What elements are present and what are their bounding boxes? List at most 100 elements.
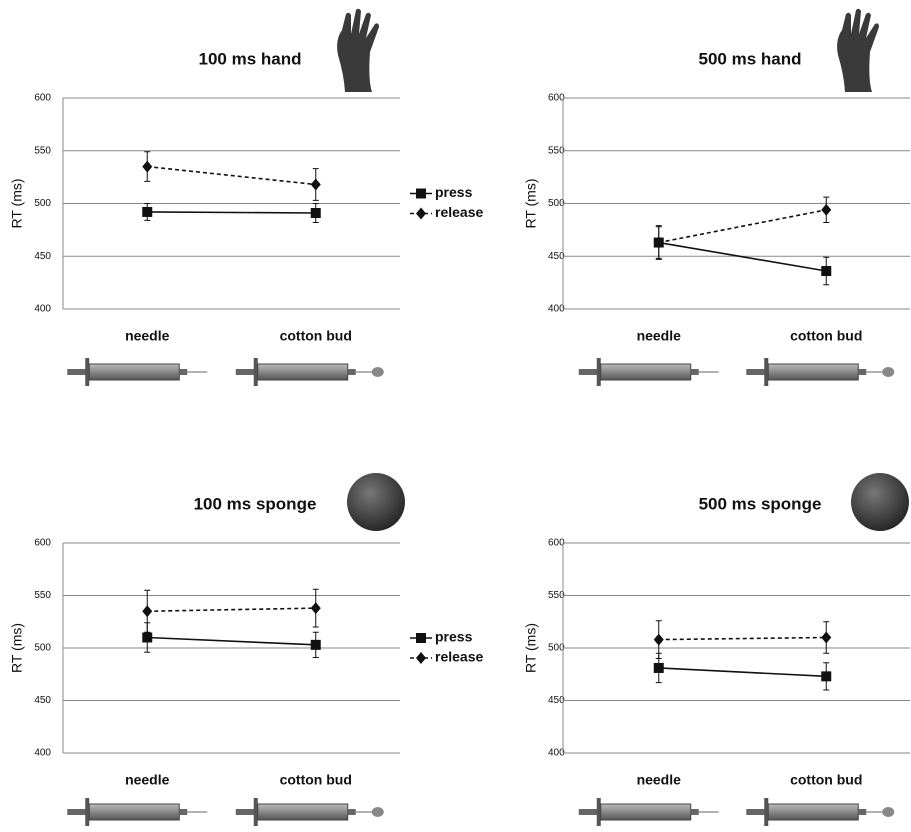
y-axis-label: RT (ms) bbox=[9, 623, 25, 673]
sponge-icon bbox=[347, 473, 405, 531]
marker bbox=[821, 632, 831, 644]
legend-label: release bbox=[435, 204, 483, 220]
syringe-plunger bbox=[67, 809, 87, 815]
x-tick-label: cotton bud bbox=[280, 772, 352, 788]
series-line bbox=[659, 638, 827, 640]
series-line bbox=[147, 167, 316, 185]
syringe-tip bbox=[348, 809, 356, 815]
syringe-bud bbox=[372, 807, 384, 817]
series bbox=[654, 621, 832, 659]
series bbox=[142, 152, 321, 201]
series bbox=[654, 653, 832, 690]
syringe-bud bbox=[882, 367, 894, 377]
y-tick-label: 500 bbox=[34, 643, 51, 654]
series-line bbox=[147, 638, 316, 645]
series-line bbox=[147, 608, 316, 611]
syringe-icon bbox=[236, 798, 384, 826]
series bbox=[654, 197, 832, 258]
syringe-flange bbox=[254, 358, 258, 386]
series-line bbox=[659, 210, 827, 243]
marker bbox=[142, 633, 152, 643]
syringe-icon bbox=[579, 798, 719, 826]
series-line bbox=[659, 243, 827, 271]
series bbox=[142, 204, 321, 223]
chart-title: 500 ms sponge bbox=[699, 494, 822, 513]
syringe-plunger bbox=[746, 809, 766, 815]
marker bbox=[416, 633, 426, 643]
hand-icon bbox=[337, 9, 379, 92]
y-tick-label: 400 bbox=[34, 748, 51, 759]
marker bbox=[311, 640, 321, 650]
syringe-plunger bbox=[236, 809, 256, 815]
x-tick-label: needle bbox=[637, 772, 682, 788]
syringe-icon bbox=[236, 358, 384, 386]
syringe-tip bbox=[858, 809, 866, 815]
y-tick-label: 600 bbox=[34, 93, 51, 104]
syringe-tip bbox=[858, 369, 866, 375]
marker bbox=[654, 634, 664, 646]
series bbox=[654, 226, 832, 285]
y-tick-label: 600 bbox=[34, 538, 51, 549]
sponge-icon bbox=[851, 473, 909, 531]
y-tick-label: 550 bbox=[34, 145, 51, 156]
syringe-barrel bbox=[768, 804, 858, 820]
syringe-flange bbox=[764, 358, 768, 386]
syringe-tip bbox=[691, 809, 699, 815]
syringe-icon bbox=[579, 358, 719, 386]
x-tick-label: cotton bud bbox=[790, 328, 862, 344]
x-tick-label: cotton bud bbox=[280, 328, 352, 344]
syringe-plunger bbox=[746, 369, 766, 375]
marker bbox=[416, 189, 426, 199]
y-axis-label: RT (ms) bbox=[9, 178, 25, 228]
marker bbox=[311, 602, 321, 614]
syringe-barrel bbox=[601, 364, 691, 380]
x-tick-label: needle bbox=[125, 772, 170, 788]
x-tick-label: cotton bud bbox=[790, 772, 862, 788]
marker bbox=[821, 266, 831, 276]
syringe-flange bbox=[597, 358, 601, 386]
syringe-bud bbox=[372, 367, 384, 377]
series bbox=[142, 623, 321, 658]
marker bbox=[821, 671, 831, 681]
marker bbox=[142, 161, 152, 173]
syringe-tip bbox=[348, 369, 356, 375]
syringe-plunger bbox=[579, 369, 599, 375]
syringe-plunger bbox=[579, 809, 599, 815]
syringe-bud bbox=[882, 807, 894, 817]
syringe-flange bbox=[85, 798, 89, 826]
chart-title: 500 ms hand bbox=[699, 49, 802, 68]
y-axis-label: RT (ms) bbox=[523, 623, 539, 673]
chart-title: 100 ms sponge bbox=[194, 494, 317, 513]
syringe-barrel bbox=[258, 364, 348, 380]
syringe-flange bbox=[85, 358, 89, 386]
y-tick-label: 450 bbox=[34, 251, 51, 262]
marker bbox=[416, 208, 426, 220]
syringe-tip bbox=[179, 809, 187, 815]
marker bbox=[142, 605, 152, 617]
chart-title: 100 ms hand bbox=[199, 49, 302, 68]
x-tick-label: needle bbox=[637, 328, 682, 344]
syringe-flange bbox=[764, 798, 768, 826]
series-line bbox=[147, 212, 316, 213]
syringe-barrel bbox=[601, 804, 691, 820]
x-tick-label: needle bbox=[125, 328, 170, 344]
marker bbox=[142, 207, 152, 217]
syringe-tip bbox=[179, 369, 187, 375]
legend-label: press bbox=[435, 629, 473, 645]
syringe-flange bbox=[254, 798, 258, 826]
legend-label: press bbox=[435, 184, 473, 200]
marker bbox=[821, 204, 831, 216]
y-tick-label: 550 bbox=[34, 590, 51, 601]
y-tick-label: 450 bbox=[34, 695, 51, 706]
marker bbox=[416, 652, 426, 664]
syringe-barrel bbox=[768, 364, 858, 380]
syringe-flange bbox=[597, 798, 601, 826]
y-tick-label: 400 bbox=[34, 304, 51, 315]
syringe-icon bbox=[67, 798, 207, 826]
marker bbox=[311, 179, 321, 191]
series-line bbox=[659, 668, 827, 676]
syringe-tip bbox=[691, 369, 699, 375]
syringe-icon bbox=[746, 798, 894, 826]
syringe-barrel bbox=[258, 804, 348, 820]
syringe-icon bbox=[746, 358, 894, 386]
